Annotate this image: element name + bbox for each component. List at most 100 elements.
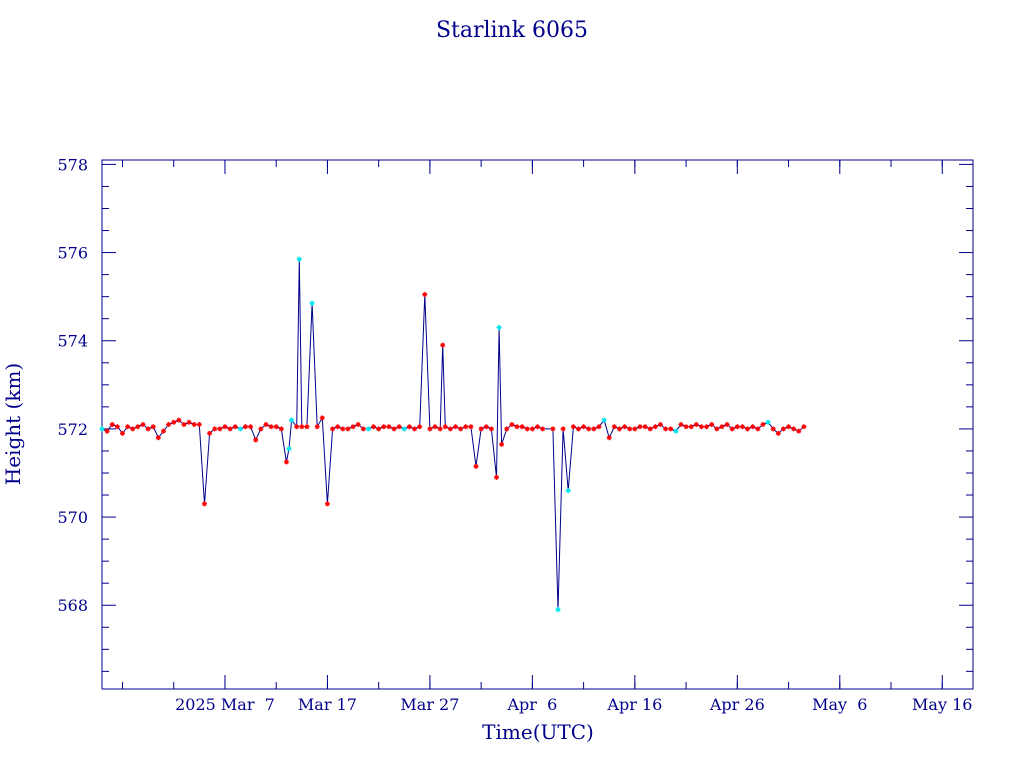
data-point-red [447, 426, 453, 432]
marker-stroke [617, 426, 622, 432]
marker-stroke [519, 424, 525, 429]
data-point-red [770, 426, 776, 432]
marker-stroke [263, 422, 269, 427]
data-point-cyan [555, 607, 561, 613]
data-point-red [232, 424, 238, 430]
marker-stroke [197, 422, 202, 427]
marker-stroke [771, 426, 776, 432]
marker-stroke [555, 607, 561, 612]
y-tick-labels: 568 570 572 574 576 578 [57, 155, 88, 615]
x-tick-label: May 6 [812, 695, 867, 714]
marker-stroke [632, 426, 637, 432]
data-point-red [760, 422, 766, 427]
data-point-red [540, 426, 546, 432]
marker-stroke [776, 431, 781, 436]
data-point-red [780, 426, 786, 432]
marker-stroke [412, 426, 417, 432]
axis-ticks [102, 160, 973, 689]
marker-stroke [115, 424, 120, 429]
data-point-red [432, 424, 438, 430]
marker-stroke [745, 426, 750, 432]
data-point-red [371, 424, 377, 430]
data-point-red [524, 426, 530, 432]
y-tick-label: 578 [57, 155, 88, 174]
data-point-red [504, 426, 510, 432]
data-point-red [714, 426, 720, 432]
marker-stroke [489, 426, 494, 432]
data-point-red [437, 426, 443, 432]
data-point-red [473, 463, 479, 469]
data-point-red [242, 424, 248, 430]
marker-stroke [407, 424, 412, 429]
data-point-red [739, 424, 745, 430]
marker-stroke [448, 426, 453, 432]
data-point-red [253, 437, 259, 443]
data-point-red [570, 424, 576, 430]
marker-stroke [397, 424, 402, 429]
data-point-cyan [401, 426, 407, 432]
data-point-red [330, 426, 336, 432]
data-markers [99, 256, 807, 613]
marker-stroke [683, 424, 689, 429]
marker-stroke [350, 424, 356, 429]
data-point-red [519, 424, 525, 430]
marker-stroke [233, 424, 238, 429]
marker-stroke [268, 424, 274, 429]
data-point-red [616, 426, 622, 432]
data-point-red [248, 424, 254, 430]
marker-stroke [765, 420, 771, 425]
data-point-red [440, 342, 446, 348]
y-tick-label: 574 [57, 332, 88, 351]
marker-stroke [627, 426, 632, 432]
y-tick-label: 570 [57, 508, 88, 527]
data-point-red [406, 424, 412, 430]
marker-stroke [186, 420, 192, 425]
data-point-red [775, 430, 781, 436]
data-point-red [581, 424, 587, 430]
data-point-red [514, 424, 520, 430]
data-point-red [637, 424, 643, 430]
series-line-group [101, 259, 805, 610]
data-point-red [340, 426, 346, 432]
x-tick-label: May 16 [912, 695, 972, 714]
data-point-cyan [496, 325, 502, 331]
marker-stroke [735, 424, 740, 429]
data-point-red [468, 424, 474, 430]
x-tick-label: 2025 Mar 7 [175, 695, 275, 714]
data-point-red [529, 426, 535, 432]
marker-stroke [361, 426, 366, 432]
data-point-red [591, 426, 597, 432]
marker-stroke [591, 426, 596, 432]
data-point-red [499, 441, 505, 447]
marker-stroke [104, 428, 110, 434]
data-point-red [191, 422, 197, 427]
marker-stroke [719, 424, 725, 429]
marker-stroke [612, 424, 617, 429]
data-point-red [319, 415, 325, 421]
data-point-red [119, 430, 125, 436]
marker-stroke [140, 422, 146, 427]
marker-stroke [714, 426, 719, 432]
data-point-red [412, 426, 418, 432]
data-point-red [166, 422, 172, 427]
marker-stroke [279, 426, 284, 432]
marker-stroke [227, 426, 233, 432]
data-point-red [801, 424, 807, 430]
data-point-red [314, 424, 320, 430]
data-point-red [683, 424, 689, 430]
x-tick-label: Mar 27 [400, 695, 459, 714]
marker-stroke [786, 424, 791, 429]
x-tick-label: Apr 6 [506, 695, 557, 714]
y-tick-label: 568 [57, 596, 88, 615]
data-point-red [458, 426, 464, 432]
marker-stroke [576, 426, 581, 432]
marker-stroke [709, 422, 714, 427]
data-point-red [258, 426, 264, 432]
marker-stroke [468, 424, 474, 429]
data-point-red [688, 424, 694, 430]
data-point-red [478, 426, 484, 432]
data-point-red [283, 459, 289, 465]
data-point-cyan [565, 488, 571, 494]
marker-stroke [381, 424, 386, 429]
data-point-red [304, 424, 310, 430]
